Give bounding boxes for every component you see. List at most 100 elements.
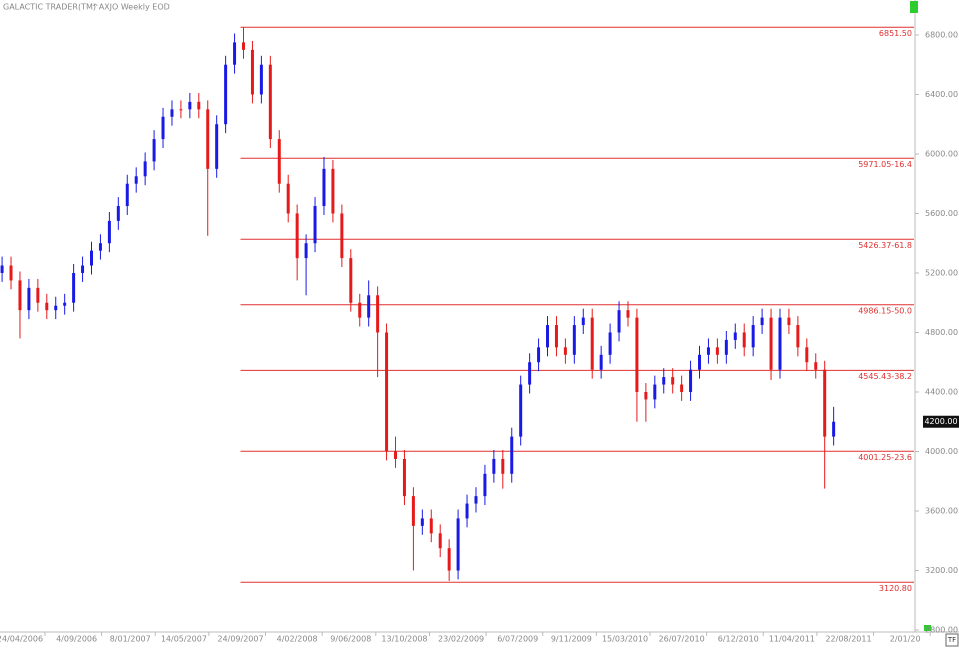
bar-body xyxy=(161,116,165,140)
x-tick-label: 9/06/2008 xyxy=(330,635,371,644)
bar-body xyxy=(224,64,228,125)
tf-label: TF xyxy=(947,636,956,644)
bar-body xyxy=(492,458,496,474)
bar-body xyxy=(626,310,630,318)
bar-body xyxy=(215,124,219,169)
tf-button[interactable] xyxy=(945,633,959,647)
bar-body xyxy=(510,436,514,474)
bar-body xyxy=(447,548,451,571)
bar-body xyxy=(546,325,550,348)
fib-level-label: 4001.25-23.6 xyxy=(858,453,912,462)
bar-body xyxy=(832,421,836,437)
bar-body xyxy=(98,243,102,251)
bar-body xyxy=(402,458,406,497)
bar-body xyxy=(18,280,22,311)
x-tick-label: 15/03/2010 xyxy=(602,635,648,644)
bar-body xyxy=(188,101,192,110)
bar-body xyxy=(814,362,818,370)
fib-level-label: 5426.37-61.8 xyxy=(858,241,912,250)
app-name: GALACTIC TRADER(TM) xyxy=(3,3,96,12)
bar-body xyxy=(152,139,156,162)
x-tick-label: 26/07/2010 xyxy=(659,635,705,644)
bar-body xyxy=(769,317,773,370)
y-tick-label: 3600.00 xyxy=(925,506,958,515)
bar-body xyxy=(358,302,362,318)
x-tick-label: 8/01/2007 xyxy=(110,635,151,644)
y-tick-label: 4000.00 xyxy=(925,447,958,456)
bar-body xyxy=(751,325,755,348)
y-tick-label: 2800.00 xyxy=(925,626,958,635)
bar-body xyxy=(242,42,246,50)
x-tick-label: 22/08/2011 xyxy=(825,635,871,644)
bar-body xyxy=(429,518,433,534)
bar-body xyxy=(519,384,523,437)
bar-body xyxy=(706,347,710,355)
y-tick-label: 5200.00 xyxy=(925,268,958,277)
bar-body xyxy=(313,206,317,244)
bar-body xyxy=(456,518,460,571)
fib-level-label: 6851.50 xyxy=(879,29,912,38)
bar-body xyxy=(197,101,201,110)
y-tick-label: 4400.00 xyxy=(925,387,958,396)
y-tick-label: 4800.00 xyxy=(925,328,958,337)
bar-body xyxy=(394,451,398,459)
bar-body xyxy=(322,168,326,207)
x-tick-label: 23/02/2009 xyxy=(438,635,484,644)
fib-level-label: 4986.15-50.0 xyxy=(858,306,912,315)
bar-body xyxy=(474,496,478,504)
x-tick-label: 11/04/2011 xyxy=(769,635,815,644)
bar-body xyxy=(823,369,827,437)
bar-body xyxy=(295,213,299,259)
y-tick-label: 3200.00 xyxy=(925,566,958,575)
fib-level-label: 4545.43-38.2 xyxy=(858,372,912,381)
bar-body xyxy=(653,384,657,400)
bar-body xyxy=(9,265,13,281)
bar-body xyxy=(116,206,120,221)
corner-marker xyxy=(924,625,931,631)
bar-body xyxy=(411,496,415,526)
last-price-box xyxy=(923,415,959,428)
bar-body xyxy=(778,317,782,370)
last-price-label: 4200.00 xyxy=(924,417,957,426)
bar-body xyxy=(787,317,791,326)
x-tick-label: 6/07/2009 xyxy=(497,635,538,644)
bar-body xyxy=(608,332,612,355)
bar-body xyxy=(581,317,585,326)
bar-body xyxy=(796,325,800,348)
bar-body xyxy=(805,347,809,363)
bar-body xyxy=(45,302,49,311)
x-tick-label: 24/09/2007 xyxy=(217,635,263,644)
bar-body xyxy=(170,109,174,117)
bar-body xyxy=(54,305,58,311)
bar-body xyxy=(724,339,728,355)
bar-body xyxy=(760,317,764,326)
bar-body xyxy=(367,295,371,318)
bar-body xyxy=(206,109,210,169)
bar-body xyxy=(554,325,558,348)
bar-body xyxy=(349,258,353,303)
y-tick-label: 6400.00 xyxy=(925,90,958,99)
bar-body xyxy=(331,168,335,214)
bar-body xyxy=(36,287,40,303)
fib-level-label: 3120.80 xyxy=(879,584,912,593)
bar-body xyxy=(143,161,147,177)
x-tick-label: 2/01/20 xyxy=(890,635,921,644)
bar-body xyxy=(259,64,263,95)
bar-body xyxy=(635,317,639,392)
bar-body xyxy=(0,265,4,273)
corner-button[interactable] xyxy=(910,1,918,13)
bar-body xyxy=(590,317,594,370)
y-tick-label: 5600.00 xyxy=(925,209,958,218)
bar-body xyxy=(420,518,424,526)
x-tick-label: 24/04/2006 xyxy=(0,635,43,644)
x-tick-label: 9/11/2009 xyxy=(551,635,592,644)
bar-body xyxy=(501,458,505,474)
bar-body xyxy=(277,139,281,184)
bar-body xyxy=(81,265,85,273)
bar-body xyxy=(483,473,487,497)
x-tick-label: 6/12/2010 xyxy=(718,635,759,644)
bar-body xyxy=(644,391,648,400)
bar-body xyxy=(599,354,603,370)
bar-body xyxy=(662,377,666,385)
